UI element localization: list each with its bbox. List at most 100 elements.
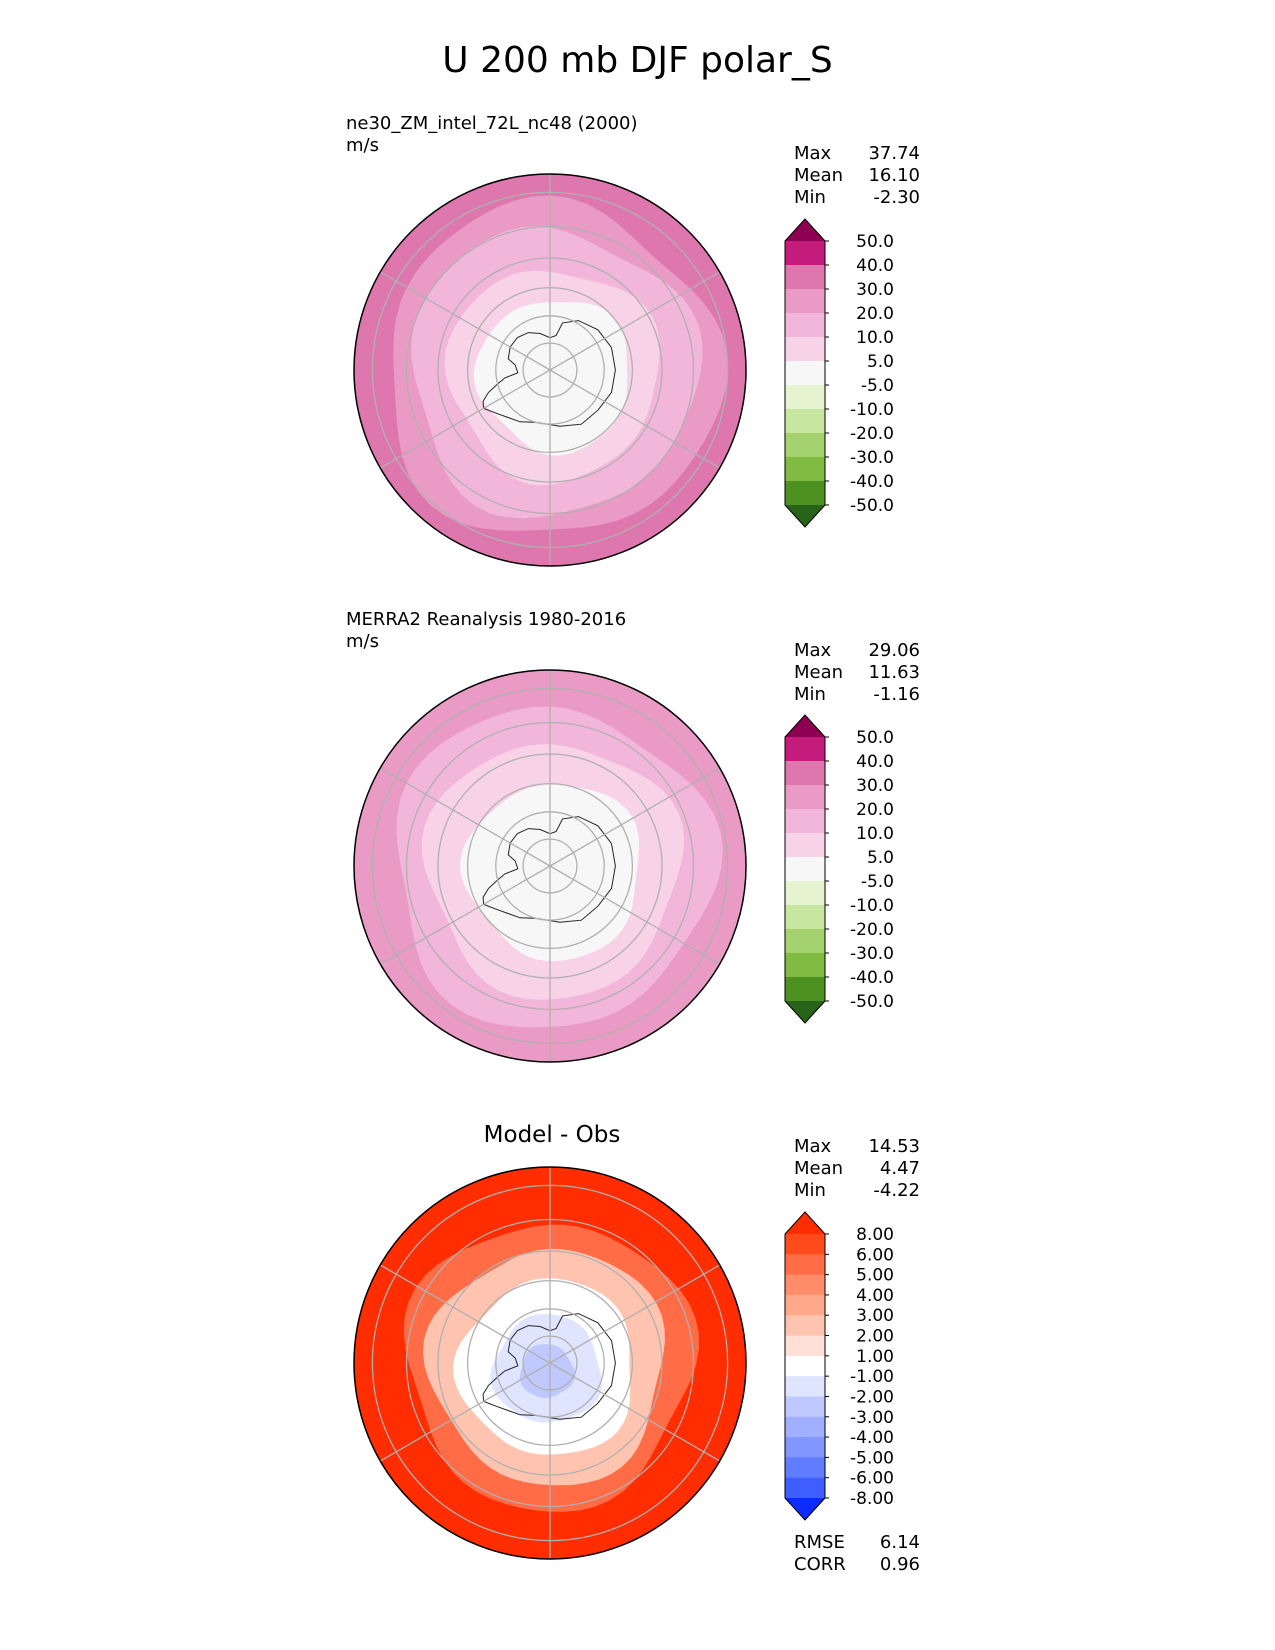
panel2-stat-label: Mean <box>794 662 844 683</box>
colorbar-tick-label: -50.0 <box>850 496 894 516</box>
panel3-stat-value: 14.53 <box>868 1136 920 1157</box>
colorbar-segment <box>785 881 825 906</box>
colorbar-segment <box>785 313 825 338</box>
colorbar-tick-label: 20.0 <box>856 800 894 820</box>
panel1-stat-row: Min -2.30 <box>794 187 920 209</box>
colorbar-tick-label: 2.00 <box>856 1327 894 1347</box>
colorbar-tick-label: -5.00 <box>850 1448 894 1468</box>
colorbar-segment <box>785 1457 825 1479</box>
colorbar-segment <box>785 409 825 434</box>
panel3-title: Model - Obs <box>483 1122 621 1148</box>
colorbar-tick-label: 20.0 <box>856 304 894 324</box>
colorbar-tick-label: 5.0 <box>867 352 894 372</box>
panel1-stat-row: Mean 16.10 <box>794 165 920 187</box>
colorbar-tick-label: -1.00 <box>850 1367 894 1387</box>
colorbar-tick-label: 40.0 <box>856 752 894 772</box>
panel2-units: m/s <box>346 631 379 652</box>
panel2-colorbar: 50.0 40.0 30.0 20.0 10.0 5.0 -5.0 -10.0 -20.0 -30… <box>784 714 894 1024</box>
panel3-stat-row: Max 14.53 <box>794 1136 920 1158</box>
panel3-colorbar: 8.006.005.004.003.002.001.00-1.00-2.00-3… <box>784 1211 894 1521</box>
colorbar-tick-label: -5.0 <box>861 872 894 892</box>
colorbar-extend-bottom <box>785 1498 825 1520</box>
colorbar-segment <box>785 361 825 386</box>
panel3-stat-value: 4.47 <box>879 1158 920 1179</box>
meridian-gridline <box>549 1254 738 1364</box>
map-boundary <box>353 669 747 1063</box>
meridian-gridline <box>362 261 551 371</box>
colorbar-tick-label: -50.0 <box>850 992 894 1012</box>
panel2-title: MERRA2 Reanalysis 1980-2016 <box>346 609 627 630</box>
colorbar-segment <box>785 1437 825 1458</box>
colorbar-tick-label: -3.00 <box>850 1408 894 1428</box>
panel1-stat-label: Min <box>794 187 826 208</box>
colorbar-tick-label: 6.00 <box>856 1245 894 1265</box>
colorbar-tick-label: 30.0 <box>856 776 894 796</box>
colorbar-tick-label: -5.0 <box>861 376 894 396</box>
colorbar-tick-label: -40.0 <box>850 472 894 492</box>
antarctica-coastline <box>482 1313 616 1420</box>
panel3-metric-value: 6.14 <box>879 1532 920 1553</box>
panel2-stat-value: -1.16 <box>873 684 920 705</box>
colorbar-tick-label: 10.0 <box>856 824 894 844</box>
colorbar-segment <box>785 1396 825 1418</box>
panel3-metric-row: RMSE 6.14 <box>794 1532 920 1554</box>
meridian-gridline <box>362 369 551 479</box>
colorbar-segment <box>785 265 825 290</box>
colorbar-segment <box>785 809 825 834</box>
meridian-gridline <box>362 757 551 867</box>
colorbar-segment <box>785 857 825 882</box>
colorbar-tick-label: -40.0 <box>850 968 894 988</box>
panel3-metric-row: CORR 0.96 <box>794 1554 920 1576</box>
panel2-stat-label: Max <box>794 640 832 661</box>
colorbar-segment <box>785 833 825 858</box>
panel1-stat-value: 16.10 <box>868 165 920 186</box>
colorbar-segment <box>785 905 825 930</box>
meridian-gridline <box>549 261 738 371</box>
panel1-stat-label: Mean <box>794 165 844 186</box>
colorbar-tick-label: -30.0 <box>850 944 894 964</box>
colorbar-segment <box>785 761 825 786</box>
panel1-stat-row: Max 37.74 <box>794 143 920 165</box>
colorbar-segment <box>785 977 825 1002</box>
panel1-stat-label: Max <box>794 143 832 164</box>
colorbar-segment <box>785 481 825 506</box>
colorbar-segment <box>785 1315 825 1337</box>
colorbar-segment <box>785 337 825 362</box>
meridian-gridline <box>549 757 738 867</box>
panel3-metric-label: RMSE <box>794 1532 845 1553</box>
colorbar-tick-label: 8.00 <box>856 1225 894 1245</box>
colorbar-tick-label: 5.0 <box>867 848 894 868</box>
panel3-metrics: RMSE 6.14 CORR 0.96 <box>794 1532 920 1576</box>
colorbar-segment <box>785 1234 825 1255</box>
colorbar-extend-bottom <box>785 1001 825 1023</box>
panel2-stat-row: Mean 11.63 <box>794 662 920 684</box>
panel2-stat-row: Max 29.06 <box>794 640 920 662</box>
antarctica-coastline <box>482 320 616 427</box>
colorbar-tick-label: 50.0 <box>856 728 894 748</box>
colorbar-segment <box>785 1355 825 1377</box>
colorbar-tick-label: 4.00 <box>856 1286 894 1306</box>
meridian-gridline <box>549 865 738 975</box>
colorbar-tick-label: 40.0 <box>856 256 894 276</box>
colorbar-segment <box>785 1254 825 1276</box>
colorbar-segment <box>785 457 825 482</box>
colorbar-extend-top <box>785 715 825 737</box>
panel1-stat-value: -2.30 <box>873 187 920 208</box>
colorbar-segment <box>785 1477 825 1499</box>
colorbar-segment <box>785 1274 825 1296</box>
panel3-stat-label: Mean <box>794 1158 844 1179</box>
colorbar-tick-label: -4.00 <box>850 1428 894 1448</box>
panel2-polar-map <box>353 669 747 1063</box>
colorbar-segment <box>785 1335 825 1357</box>
colorbar-segment <box>785 241 825 266</box>
colorbar-tick-label: 30.0 <box>856 280 894 300</box>
panel3-metric-label: CORR <box>794 1554 846 1575</box>
panel1-stats: Max 37.74 Mean 16.10 Min -2.30 <box>794 143 920 209</box>
panel1-polar-map <box>353 173 747 567</box>
colorbar-segment <box>785 433 825 458</box>
panel1-stat-value: 37.74 <box>868 143 920 164</box>
colorbar-segment <box>785 289 825 314</box>
map-boundary <box>353 1166 747 1560</box>
colorbar-segment <box>785 929 825 954</box>
colorbar-segment <box>785 1416 825 1438</box>
